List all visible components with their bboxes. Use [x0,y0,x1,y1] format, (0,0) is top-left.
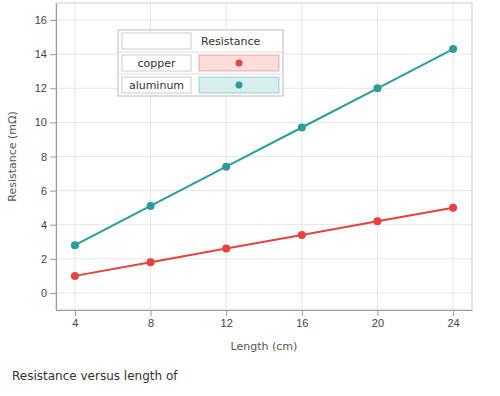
grid-line [301,3,302,310]
tick-label: 14 [35,48,47,60]
tick-mark [50,54,56,55]
tick: 4 [72,310,78,329]
tick: 0 [41,287,56,299]
marks [71,45,457,280]
grid-line [56,156,472,157]
grid-line [74,3,75,310]
tick: 16 [296,310,308,329]
tick-mark [226,310,227,316]
tick-label: 2 [41,253,47,265]
tick-mark [50,191,56,192]
series-line [75,49,453,245]
data-point [449,204,457,212]
data-point [449,45,457,53]
tick: 8 [148,310,154,329]
data-point [71,241,79,249]
tick-mark [50,20,56,21]
legend-title: Resistance [201,35,261,48]
tick-mark [50,293,56,294]
data-point [147,258,155,266]
tick: 6 [41,185,56,197]
tick-mark [377,310,378,316]
data-point [147,202,155,210]
tick-label: 6 [41,185,47,197]
legend-marker [236,82,243,89]
legend-cell [122,33,191,49]
tick-label: 8 [148,317,154,329]
legend-box [118,30,283,96]
x-axis: 4 8 12 16 20 24 [57,310,473,329]
caption: Resistance versus length of [12,369,178,383]
y-axis-title: Resistance (mΩ) [6,111,19,201]
grid-line [56,20,472,21]
data-point [222,245,230,253]
legend-rule [118,52,283,53]
tick: 8 [41,151,56,163]
tick-label: 16 [35,14,47,26]
chart: 48121620240246810121416Length (cm)Resist… [0,0,500,396]
data-point [373,84,381,92]
tick-mark [50,225,56,226]
tick-label: 8 [41,151,47,163]
tick: 10 [35,116,56,128]
series-line [75,208,453,276]
tick: 2 [41,253,56,265]
tick-label: 10 [35,116,47,128]
tick: 4 [41,219,56,231]
tick: 20 [372,310,384,329]
data-point [298,124,306,132]
legend-cell [122,55,191,71]
tick: 24 [447,310,459,329]
tick-mark [453,310,454,316]
axis-line [57,310,473,311]
tick-mark [302,310,303,316]
legend-label: aluminum [129,79,184,92]
data-point [222,163,230,171]
legend-marker [236,60,243,67]
tick-mark [50,122,56,123]
grid-line [56,190,472,191]
tick-label: 0 [41,287,47,299]
tick-label: 16 [296,317,308,329]
grid-line [56,122,472,123]
data-point [373,217,381,225]
tick-label: 12 [221,317,233,329]
grid-line [56,292,472,293]
grid-line [56,258,472,259]
legend-label: copper [137,57,176,70]
tick-label: 12 [35,82,47,94]
grid-line [56,224,472,225]
legend-swatch [199,77,279,93]
x-axis-title: Length (cm) [231,340,298,353]
tick-mark [50,259,56,260]
legend-cell [122,77,191,93]
grid [56,3,472,310]
tick-label: 20 [372,317,384,329]
tick-label: 4 [72,317,78,329]
tick-mark [151,310,152,316]
tick-mark [50,157,56,158]
legend: Resistance copper aluminum [118,30,283,96]
tick: 16 [35,14,56,26]
tick-mark [75,310,76,316]
tick: 12 [221,310,233,329]
axis-line [56,4,57,311]
data-point [298,231,306,239]
y-axis: 0 2 4 6 8 10 12 14 16 [35,4,57,311]
tick: 12 [35,82,56,94]
plot-frame [56,3,472,310]
grid-line [377,3,378,310]
tick-label: 4 [41,219,47,231]
data-point [71,272,79,280]
tick: 14 [35,48,56,60]
tick-mark [50,88,56,89]
legend-swatch [199,55,279,71]
tick-label: 24 [447,317,459,329]
legend-rule [118,74,283,75]
